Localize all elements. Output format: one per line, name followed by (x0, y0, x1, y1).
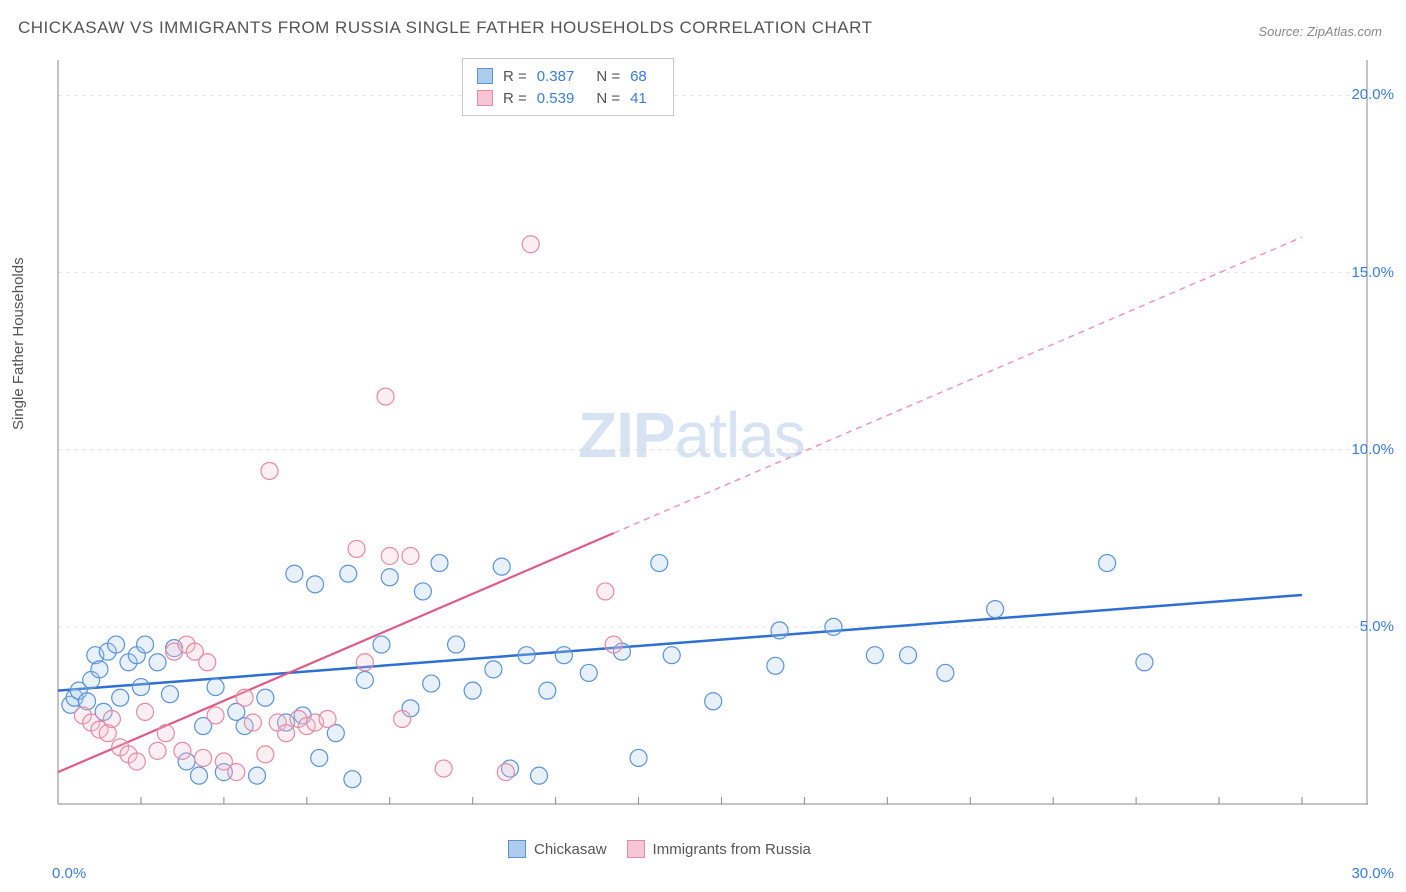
stats-n-label: N = (596, 68, 620, 85)
stats-legend-box: R = 0.387 N = 68 R = 0.539 N = 41 (462, 58, 674, 116)
stats-r-value: 0.539 (537, 90, 575, 107)
bottom-legend: Chickasaw Immigrants from Russia (508, 840, 811, 858)
stats-n-value: 68 (630, 68, 647, 85)
stats-n-value: 41 (630, 90, 647, 107)
legend-item-russia: Immigrants from Russia (627, 840, 811, 858)
legend-swatch-blue (508, 840, 526, 858)
legend-item-chickasaw: Chickasaw (508, 840, 607, 858)
chart-title: CHICKASAW VS IMMIGRANTS FROM RUSSIA SING… (18, 18, 872, 38)
legend-label: Chickasaw (534, 841, 607, 858)
stats-r-label: R = (503, 68, 527, 85)
x-tick-min: 0.0% (52, 865, 86, 882)
stats-swatch-blue (477, 68, 493, 84)
y-tick-label: 10.0% (1351, 441, 1394, 458)
legend-label: Immigrants from Russia (653, 841, 811, 858)
stats-n-label: N = (596, 90, 620, 107)
x-tick-max: 30.0% (1351, 865, 1394, 882)
y-tick-label: 20.0% (1351, 86, 1394, 103)
source-label: Source: ZipAtlas.com (1258, 24, 1382, 39)
legend-swatch-pink (627, 840, 645, 858)
stats-row: R = 0.387 N = 68 (477, 65, 659, 87)
stats-r-value: 0.387 (537, 68, 575, 85)
scatter-chart (52, 54, 1368, 810)
stats-swatch-pink (477, 90, 493, 106)
y-tick-label: 15.0% (1351, 264, 1394, 281)
y-axis-label: Single Father Households (10, 257, 27, 430)
stats-row: R = 0.539 N = 41 (477, 87, 659, 109)
y-tick-label: 5.0% (1360, 618, 1394, 635)
stats-r-label: R = (503, 90, 527, 107)
